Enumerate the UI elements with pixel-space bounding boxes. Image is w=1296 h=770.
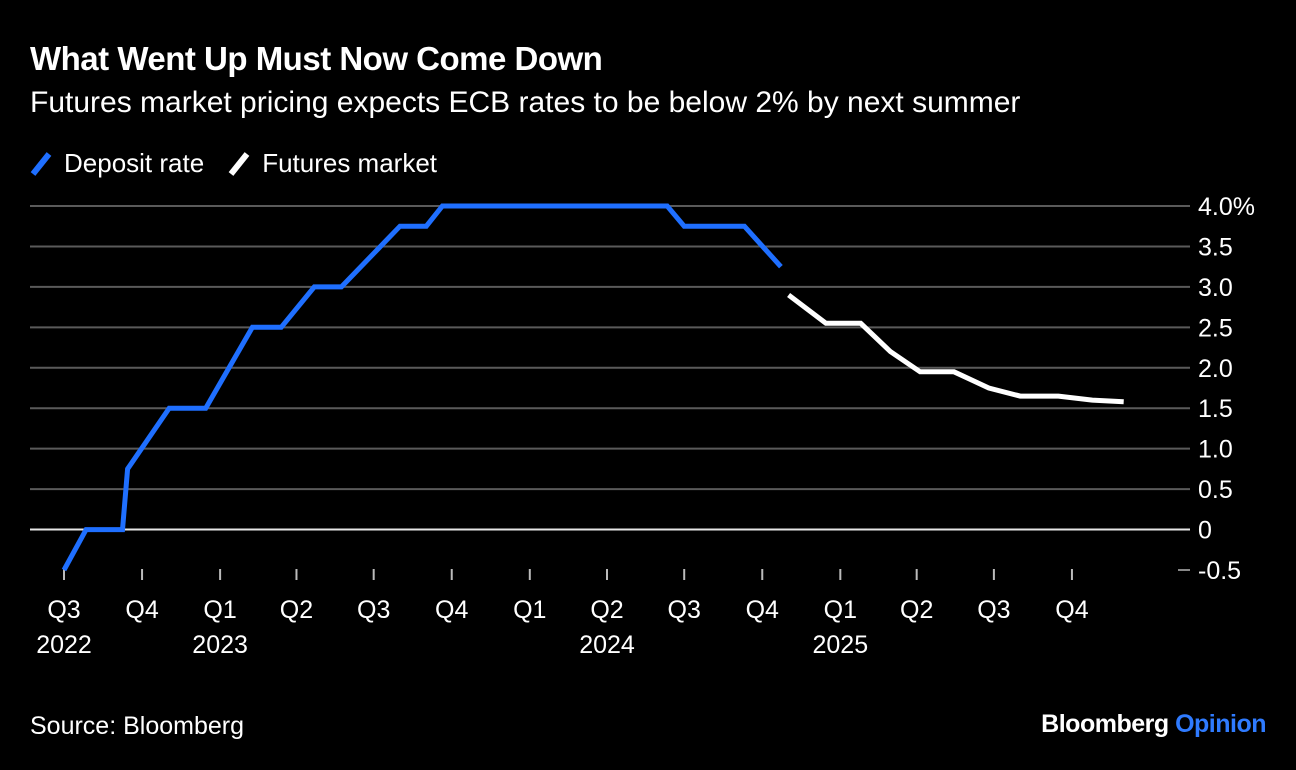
y-axis-ticks: 4.0% 3.5 3.0 2.5 2.0 1.5 1.0 0.5 0 -0.5: [1198, 193, 1255, 585]
brand-accent: Opinion: [1175, 710, 1266, 738]
brand-logo: Bloomberg Opinion: [1041, 710, 1266, 739]
legend-item-deposit-rate: Deposit rate: [30, 148, 204, 179]
x-year-label: 2025: [813, 631, 869, 659]
x-year-label: 2022: [36, 631, 92, 659]
legend-swatch-futures-market: [228, 151, 250, 176]
series-lines: [61, 203, 1124, 572]
x-tick-label: Q2: [900, 596, 933, 624]
x-tick-label: Q4: [435, 596, 468, 624]
y-tick-label: 2.5: [1198, 314, 1233, 342]
y-tick-label: 4.0%: [1198, 193, 1255, 221]
chart-title: What Went Up Must Now Come Down: [30, 40, 603, 77]
brand-main: Bloomberg: [1041, 710, 1169, 738]
y-tick-label: -0.5: [1198, 557, 1241, 585]
x-tick-label: Q3: [357, 596, 390, 624]
y-tick-label: 1.0: [1198, 436, 1233, 464]
legend-item-futures-market: Futures market: [228, 148, 437, 179]
gridlines: [30, 205, 1190, 571]
x-tick-label: Q1: [824, 596, 857, 624]
source-note: Source: Bloomberg: [30, 712, 245, 740]
legend-swatch-deposit-rate: [30, 151, 52, 176]
y-tick-label: 0.5: [1198, 476, 1233, 504]
legend-label-futures-market: Futures market: [262, 148, 438, 178]
x-axis-ticks: Q3 2022 Q4 Q1 2023 Q2 Q3 Q4 Q1 Q2 2024 Q3 Q4 Q1 2025 Q2…: [36, 569, 1089, 659]
y-tick-label: 3.5: [1198, 233, 1233, 261]
chart-legend: Deposit rate Futures market: [30, 148, 461, 179]
y-tick-label: 0: [1198, 517, 1212, 545]
x-tick-label: Q1: [513, 596, 546, 624]
x-tick-label: Q3: [668, 596, 701, 624]
series-line-futures-market: [787, 293, 1124, 405]
x-tick-label: Q1: [203, 596, 236, 624]
x-tick-label: Q4: [746, 596, 779, 624]
x-tick-label: Q2: [590, 596, 623, 624]
series-line-deposit-rate: [61, 203, 783, 572]
y-tick-label: 2.0: [1198, 355, 1233, 383]
x-tick-label: Q4: [125, 596, 158, 624]
legend-label-deposit-rate: Deposit rate: [64, 148, 205, 178]
y-tick-label: 3.0: [1198, 274, 1233, 302]
x-tick-label: Q3: [977, 596, 1010, 624]
x-year-label: 2023: [192, 631, 248, 659]
x-year-label: 2024: [579, 631, 635, 659]
x-tick-label: Q3: [47, 596, 80, 624]
y-tick-label: 1.5: [1198, 395, 1233, 423]
x-tick-label: Q2: [280, 596, 313, 624]
chart-subtitle: Futures market pricing expects ECB rates…: [30, 86, 1021, 119]
x-tick-label: Q4: [1055, 596, 1088, 624]
